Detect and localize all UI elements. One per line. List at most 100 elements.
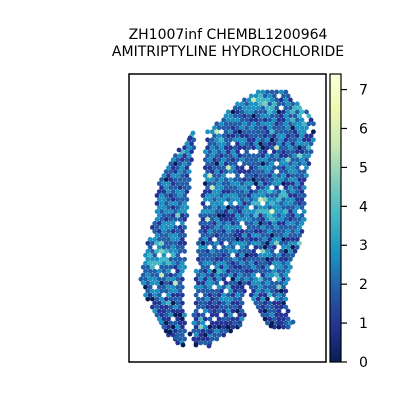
tissue-spot	[221, 300, 227, 306]
tissue-spot	[237, 256, 243, 262]
tissue-spot	[301, 193, 307, 198]
tissue-spot	[214, 304, 220, 310]
tissue-spot	[205, 336, 211, 342]
tissue-spot	[262, 276, 268, 282]
tissue-spot	[170, 276, 176, 282]
tissue-spot	[274, 240, 279, 246]
tissue-spot	[225, 324, 231, 330]
tissue-spot	[230, 244, 236, 250]
tissue-spot	[285, 237, 291, 242]
tissue-spot	[154, 193, 160, 198]
tissue-spot	[281, 149, 286, 155]
tissue-spot	[225, 292, 231, 298]
tissue-spot	[202, 268, 208, 274]
tissue-spot	[205, 296, 211, 302]
tissue-spot	[166, 205, 171, 210]
tissue-spot	[223, 185, 229, 191]
tissue-spot	[294, 133, 300, 139]
tissue-spot	[276, 276, 282, 282]
tissue-spot	[262, 165, 268, 171]
tissue-spot	[278, 129, 284, 135]
tissue-spot	[219, 233, 224, 238]
tissue-spot	[163, 288, 169, 294]
tissue-spot	[265, 296, 270, 302]
tissue-spot	[292, 225, 298, 230]
tissue-spot	[244, 149, 250, 155]
tissue-spot	[159, 296, 165, 302]
tissue-spot	[255, 153, 261, 159]
tissue-spot	[156, 237, 162, 242]
tissue-spot	[200, 312, 206, 318]
tissue-spot	[255, 185, 261, 191]
tissue-spots	[138, 89, 316, 349]
tissue-spot	[212, 276, 217, 282]
tissue-spot	[225, 244, 231, 250]
tissue-spot	[271, 221, 277, 226]
tissue-spot	[246, 121, 252, 127]
tissue-spot	[294, 181, 300, 187]
tissue-spot	[260, 185, 266, 191]
tissue-spot	[297, 169, 302, 175]
tissue-spot	[299, 189, 305, 195]
tissue-spot	[209, 248, 215, 254]
tissue-spot	[271, 173, 277, 179]
tissue-spot	[177, 240, 183, 246]
tissue-spot	[265, 217, 270, 222]
tissue-spot	[278, 145, 284, 151]
tissue-spot	[179, 205, 185, 210]
tissue-spot	[232, 288, 238, 294]
tissue-spot	[173, 153, 178, 159]
tissue-spot	[207, 165, 213, 171]
tissue-spot	[297, 201, 302, 206]
tissue-spot	[283, 161, 289, 167]
tissue-spot	[202, 340, 208, 346]
tissue-spot	[265, 121, 270, 127]
tissue-spot	[193, 292, 199, 298]
tissue-spot	[214, 288, 220, 294]
tissue-spot	[175, 252, 181, 258]
tissue-spot	[221, 157, 227, 163]
tissue-spot	[163, 272, 169, 278]
tissue-spot	[267, 93, 273, 99]
tissue-spot	[209, 129, 215, 135]
tissue-spot	[196, 304, 201, 310]
tissue-spot	[225, 260, 231, 266]
tissue-spot	[301, 217, 307, 222]
tissue-spot	[242, 201, 247, 206]
tissue-spot	[179, 197, 185, 202]
tissue-spot	[156, 244, 162, 250]
tissue-spot	[269, 129, 275, 135]
tissue-spot	[216, 284, 222, 290]
tissue-spot	[216, 157, 222, 163]
tissue-spot	[292, 185, 298, 191]
tissue-spot	[173, 193, 178, 198]
tissue-spot	[242, 193, 247, 198]
tissue-spot	[274, 256, 279, 262]
tissue-spot	[214, 233, 220, 238]
tissue-spot	[179, 308, 185, 314]
tissue-spot	[232, 193, 238, 198]
tissue-spot	[219, 288, 224, 294]
tissue-spot	[260, 280, 266, 286]
tissue-spot	[235, 173, 240, 179]
tissue-spot	[173, 217, 178, 222]
tissue-spot	[239, 117, 245, 123]
tissue-spot	[283, 105, 289, 111]
tissue-spot	[156, 205, 162, 210]
tissue-spot	[223, 256, 229, 262]
tissue-spot	[163, 240, 169, 246]
tissue-spot	[235, 276, 240, 282]
tissue-spot	[258, 93, 263, 99]
tissue-spot	[246, 280, 252, 286]
tissue-spot	[242, 209, 247, 214]
tissue-spot	[283, 129, 289, 135]
tissue-spot	[278, 288, 284, 294]
tissue-spot	[225, 268, 231, 274]
tissue-spot	[230, 221, 236, 226]
tissue-spot	[228, 328, 234, 334]
tissue-spot	[152, 229, 158, 234]
tissue-spot	[182, 201, 188, 206]
tissue-spot	[278, 304, 284, 310]
tissue-spot	[161, 260, 167, 266]
tissue-spot	[173, 304, 178, 310]
